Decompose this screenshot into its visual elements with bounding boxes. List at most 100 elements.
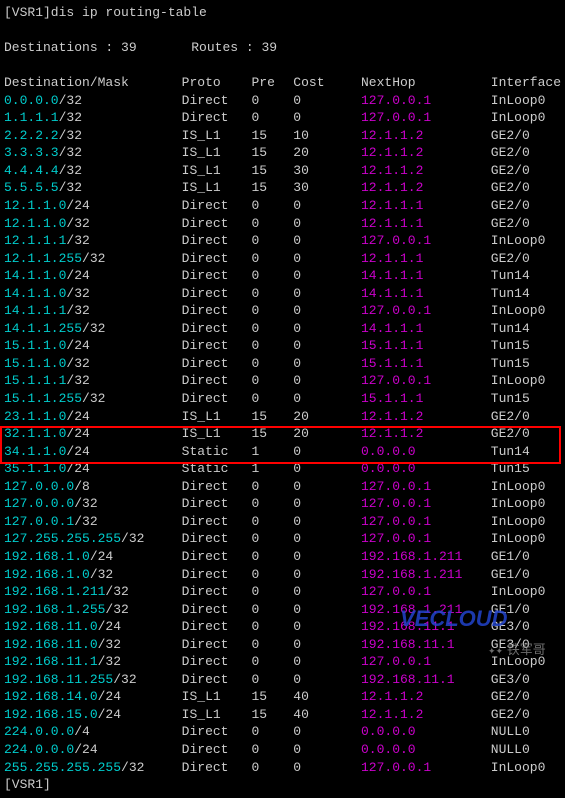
cell-nexthop: 127.0.0.1 [361, 302, 491, 320]
cell-nexthop: 12.1.1.2 [361, 162, 491, 180]
cell-nexthop: 15.1.1.1 [361, 390, 491, 408]
cell-pre: 0 [251, 723, 293, 741]
cell-proto: Direct [182, 601, 252, 619]
cell-nexthop: 14.1.1.1 [361, 285, 491, 303]
cell-nexthop: 127.0.0.1 [361, 92, 491, 110]
cell-proto: Direct [182, 583, 252, 601]
cell-cost: 10 [293, 127, 361, 145]
cell-cost: 0 [293, 530, 361, 548]
cell-cost: 40 [293, 688, 361, 706]
cell-proto: IS_L1 [182, 127, 252, 145]
cell-proto: Direct [182, 723, 252, 741]
cell-nexthop: 12.1.1.2 [361, 425, 491, 443]
cell-interface: GE2/0 [491, 162, 561, 180]
cell-cost: 0 [293, 320, 361, 338]
cell-pre: 15 [251, 162, 293, 180]
cell-proto: Static [182, 443, 252, 461]
cell-cost: 0 [293, 671, 361, 689]
cell-destination: 12.1.1.0/24 [4, 197, 182, 215]
cell-nexthop: 12.1.1.2 [361, 408, 491, 426]
cell-interface: InLoop0 [491, 232, 561, 250]
cell-pre: 0 [251, 372, 293, 390]
cell-pre: 0 [251, 513, 293, 531]
cell-destination: 192.168.1.0/24 [4, 548, 182, 566]
terminal-output[interactable]: [VSR1]dis ip routing-table Destinations … [4, 4, 561, 794]
watermark-logo: VECLOUD [400, 604, 508, 634]
table-row: 2.2.2.2/32IS_L1151012.1.1.2GE2/0 [4, 127, 561, 145]
hdr-cost: Cost [293, 74, 361, 92]
cell-destination: 2.2.2.2/32 [4, 127, 182, 145]
cell-cost: 30 [293, 162, 361, 180]
hdr-nexthop: NextHop [361, 74, 491, 92]
cell-cost: 0 [293, 197, 361, 215]
cell-cost: 20 [293, 144, 361, 162]
cell-destination: 35.1.1.0/24 [4, 460, 182, 478]
cell-proto: IS_L1 [182, 688, 252, 706]
cell-proto: Direct [182, 759, 252, 777]
cell-nexthop: 127.0.0.1 [361, 513, 491, 531]
cell-pre: 0 [251, 566, 293, 584]
cell-proto: Direct [182, 618, 252, 636]
cell-destination: 192.168.11.0/24 [4, 618, 182, 636]
table-row: 4.4.4.4/32IS_L1153012.1.1.2GE2/0 [4, 162, 561, 180]
cell-interface: InLoop0 [491, 583, 561, 601]
cell-nexthop: 0.0.0.0 [361, 443, 491, 461]
cell-proto: IS_L1 [182, 162, 252, 180]
cell-destination: 15.1.1.0/32 [4, 355, 182, 373]
cell-pre: 0 [251, 267, 293, 285]
cell-proto: Direct [182, 478, 252, 496]
cell-pre: 0 [251, 548, 293, 566]
cell-interface: GE1/0 [491, 548, 561, 566]
cell-pre: 0 [251, 109, 293, 127]
cell-cost: 0 [293, 723, 361, 741]
table-row: 1.1.1.1/32Direct00127.0.0.1InLoop0 [4, 109, 561, 127]
table-row: 12.1.1.1/32Direct00127.0.0.1InLoop0 [4, 232, 561, 250]
cell-destination: 192.168.15.0/24 [4, 706, 182, 724]
cell-pre: 0 [251, 741, 293, 759]
cell-proto: Direct [182, 636, 252, 654]
cell-cost: 20 [293, 408, 361, 426]
cell-proto: Direct [182, 285, 252, 303]
cell-interface: Tun14 [491, 320, 561, 338]
cell-cost: 0 [293, 337, 361, 355]
cell-pre: 0 [251, 320, 293, 338]
blank-line [4, 57, 561, 75]
cell-proto: Direct [182, 390, 252, 408]
cell-interface: Tun14 [491, 267, 561, 285]
cell-proto: Direct [182, 267, 252, 285]
cell-nexthop: 127.0.0.1 [361, 583, 491, 601]
cell-nexthop: 12.1.1.2 [361, 144, 491, 162]
cell-nexthop: 192.168.1.211 [361, 548, 491, 566]
cell-nexthop: 12.1.1.2 [361, 688, 491, 706]
cell-destination: 192.168.14.0/24 [4, 688, 182, 706]
table-row: 127.0.0.1/32Direct00127.0.0.1InLoop0 [4, 513, 561, 531]
cell-destination: 0.0.0.0/32 [4, 92, 182, 110]
cell-cost: 0 [293, 355, 361, 373]
table-row: 34.1.1.0/24Static100.0.0.0Tun14 [4, 443, 561, 461]
table-row: 32.1.1.0/24IS_L1152012.1.1.2GE2/0 [4, 425, 561, 443]
table-row: 192.168.14.0/24IS_L1154012.1.1.2GE2/0 [4, 688, 561, 706]
cell-pre: 0 [251, 92, 293, 110]
cell-destination: 192.168.1.255/32 [4, 601, 182, 619]
table-row: 127.255.255.255/32Direct00127.0.0.1InLoo… [4, 530, 561, 548]
cell-proto: Static [182, 460, 252, 478]
cell-cost: 0 [293, 285, 361, 303]
table-row: 5.5.5.5/32IS_L1153012.1.1.2GE2/0 [4, 179, 561, 197]
table-row: 14.1.1.0/24Direct0014.1.1.1Tun14 [4, 267, 561, 285]
cell-cost: 0 [293, 618, 361, 636]
cell-pre: 0 [251, 671, 293, 689]
table-row: 192.168.1.0/24Direct00192.168.1.211GE1/0 [4, 548, 561, 566]
cell-destination: 127.0.0.0/8 [4, 478, 182, 496]
cell-proto: IS_L1 [182, 179, 252, 197]
cell-interface: InLoop0 [491, 759, 561, 777]
cell-nexthop: 12.1.1.1 [361, 215, 491, 233]
cell-cost: 0 [293, 109, 361, 127]
cell-destination: 14.1.1.0/24 [4, 267, 182, 285]
table-row: 192.168.11.0/32Direct00192.168.11.1GE3/0 [4, 636, 561, 654]
cell-nexthop: 127.0.0.1 [361, 109, 491, 127]
cell-proto: Direct [182, 92, 252, 110]
cell-destination: 192.168.1.211/32 [4, 583, 182, 601]
cell-nexthop: 14.1.1.1 [361, 320, 491, 338]
cell-nexthop: 0.0.0.0 [361, 723, 491, 741]
table-row: 192.168.15.0/24IS_L1154012.1.1.2GE2/0 [4, 706, 561, 724]
